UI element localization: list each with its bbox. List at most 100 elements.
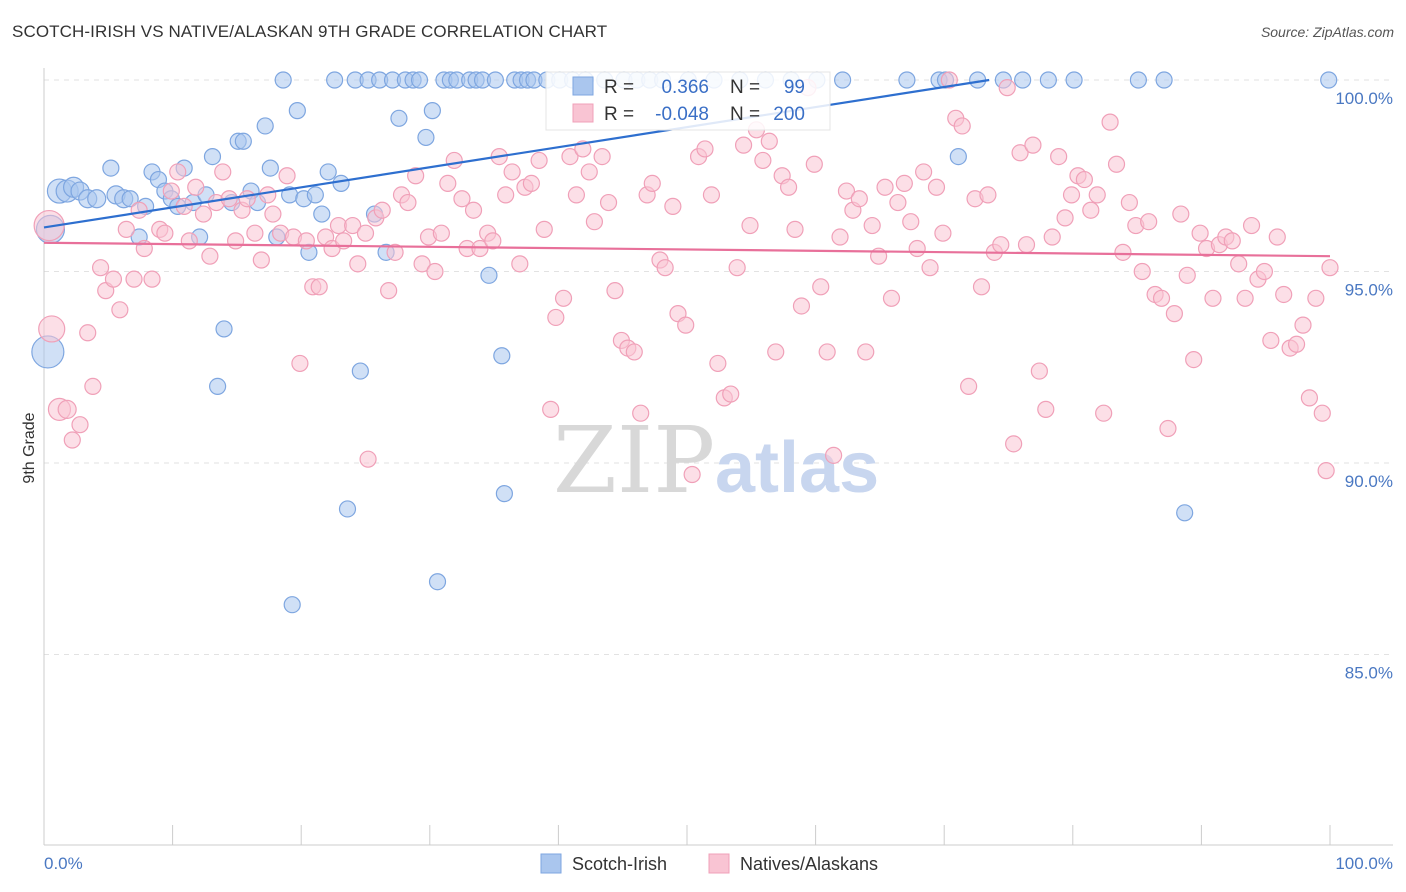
series-legend-label-scotch-irish: Scotch-Irish bbox=[572, 854, 667, 874]
point-natives-191 bbox=[1268, 228, 1286, 246]
point-natives-16 bbox=[143, 270, 161, 288]
point-natives-37 bbox=[278, 167, 296, 185]
point-natives-32 bbox=[246, 224, 264, 242]
point-natives-113 bbox=[767, 343, 785, 361]
stats-legend: R = 0.366 N = 99 R = -0.048 N = 200 bbox=[545, 71, 831, 131]
point-scotch-irish-45 bbox=[338, 500, 357, 518]
point-scotch-irish-53 bbox=[390, 109, 408, 127]
point-natives-29 bbox=[227, 232, 245, 250]
point-natives-162 bbox=[1082, 201, 1100, 219]
point-natives-71 bbox=[497, 186, 515, 204]
point-natives-11 bbox=[111, 301, 129, 319]
point-natives-175 bbox=[1165, 305, 1183, 323]
axes bbox=[43, 68, 1393, 846]
point-natives-161 bbox=[1075, 170, 1093, 189]
point-natives-87 bbox=[599, 193, 618, 212]
point-natives-80 bbox=[554, 289, 573, 307]
watermark-atlas: atlas bbox=[715, 428, 879, 508]
legend-n-label-1: N = bbox=[730, 77, 760, 98]
series-legend: Scotch-Irish Natives/Alaskans bbox=[540, 853, 878, 874]
point-natives-199 bbox=[1317, 462, 1335, 480]
point-natives-79 bbox=[547, 308, 565, 327]
point-natives-88 bbox=[606, 282, 624, 300]
point-natives-56 bbox=[399, 193, 417, 212]
point-natives-198 bbox=[1313, 404, 1331, 422]
point-natives-126 bbox=[850, 190, 868, 208]
point-natives-72 bbox=[503, 163, 521, 181]
legend-n-value-1: 99 bbox=[784, 77, 805, 98]
point-natives-7 bbox=[84, 377, 102, 395]
point-natives-187 bbox=[1242, 216, 1261, 235]
point-natives-96 bbox=[656, 259, 674, 277]
point-natives-194 bbox=[1287, 335, 1306, 353]
point-natives-176 bbox=[1172, 205, 1190, 223]
point-natives-153 bbox=[1024, 136, 1042, 154]
point-natives-62 bbox=[439, 174, 457, 193]
point-scotch-irish-93 bbox=[949, 148, 967, 166]
point-natives-170 bbox=[1133, 262, 1151, 281]
y-tick-label-0: 100.0% bbox=[1335, 89, 1393, 108]
point-natives-196 bbox=[1300, 389, 1319, 407]
point-natives-92 bbox=[632, 404, 650, 422]
point-scotch-irish-44 bbox=[332, 174, 350, 193]
point-scotch-irish-96 bbox=[1014, 71, 1032, 89]
point-scotch-irish-23 bbox=[203, 148, 222, 166]
point-scotch-irish-90 bbox=[898, 71, 916, 89]
point-natives-166 bbox=[1107, 155, 1126, 173]
point-natives-75 bbox=[522, 174, 540, 193]
legend-r-value-2: -0.048 bbox=[655, 104, 709, 125]
point-natives-12 bbox=[117, 220, 135, 238]
point-natives-76 bbox=[530, 151, 548, 170]
point-natives-24 bbox=[194, 205, 213, 223]
legend-r-value-1: 0.366 bbox=[661, 77, 709, 98]
point-natives-181 bbox=[1204, 289, 1222, 307]
point-natives-19 bbox=[162, 182, 180, 200]
point-natives-61 bbox=[432, 224, 450, 242]
point-natives-104 bbox=[709, 354, 727, 373]
point-natives-53 bbox=[380, 282, 398, 300]
series-legend-swatch-scotch-irish bbox=[540, 853, 562, 874]
point-natives-143 bbox=[960, 377, 978, 395]
point-natives-168 bbox=[1120, 193, 1138, 212]
legend-n-label-2: N = bbox=[730, 104, 760, 125]
point-natives-10 bbox=[104, 270, 123, 288]
point-natives-23 bbox=[187, 178, 205, 196]
point-scotch-irish-89 bbox=[834, 71, 852, 89]
point-natives-184 bbox=[1223, 232, 1241, 250]
point-scotch-irish-40 bbox=[306, 186, 324, 204]
point-scotch-irish-101 bbox=[1176, 504, 1194, 522]
point-scotch-irish-28 bbox=[234, 132, 252, 150]
point-natives-195 bbox=[1294, 316, 1312, 334]
point-natives-165 bbox=[1101, 113, 1119, 131]
x-tick-right: 100.0% bbox=[1335, 854, 1393, 873]
point-scotch-irish-67 bbox=[486, 71, 504, 89]
point-natives-50 bbox=[359, 450, 377, 468]
point-scotch-irish-25 bbox=[215, 320, 233, 338]
watermark-zip: ZIP bbox=[553, 407, 715, 514]
legend-r-label-1: R = bbox=[604, 77, 634, 98]
point-natives-107 bbox=[728, 259, 746, 277]
point-natives-39 bbox=[291, 354, 309, 373]
point-scotch-irish-11 bbox=[121, 190, 139, 208]
point-natives-158 bbox=[1056, 209, 1074, 227]
point-natives-20 bbox=[169, 163, 187, 181]
point-natives-135 bbox=[908, 239, 926, 258]
point-natives-97 bbox=[664, 197, 682, 215]
point-scotch-irish-97 bbox=[1039, 71, 1057, 89]
point-natives-64 bbox=[453, 190, 471, 208]
point-natives-185 bbox=[1230, 255, 1248, 273]
point-scotch-irish-100 bbox=[1155, 71, 1173, 89]
point-natives-174 bbox=[1159, 419, 1177, 438]
legend-n-value-2: 200 bbox=[773, 104, 805, 125]
point-natives-84 bbox=[580, 163, 598, 181]
legend-r-label-2: R = bbox=[604, 104, 634, 125]
point-scotch-irish-31 bbox=[256, 117, 274, 135]
point-natives-18 bbox=[156, 224, 174, 242]
point-natives-137 bbox=[921, 259, 939, 277]
point-natives-146 bbox=[979, 186, 997, 204]
point-natives-155 bbox=[1037, 400, 1055, 418]
point-natives-132 bbox=[889, 193, 907, 212]
point-scotch-irish-47 bbox=[351, 362, 369, 380]
point-natives-192 bbox=[1275, 285, 1293, 304]
point-natives-8 bbox=[91, 259, 110, 277]
